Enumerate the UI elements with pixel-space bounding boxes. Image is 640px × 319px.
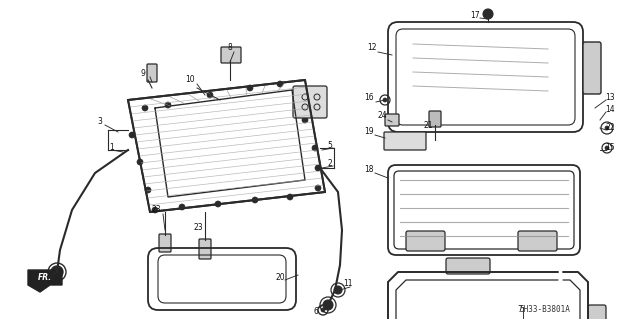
Circle shape <box>312 145 318 151</box>
Circle shape <box>152 207 158 213</box>
Text: 23: 23 <box>193 224 203 233</box>
Circle shape <box>215 201 221 207</box>
Text: 13: 13 <box>605 93 615 101</box>
Text: 23: 23 <box>151 205 161 214</box>
Text: 3: 3 <box>97 117 102 127</box>
Circle shape <box>315 165 321 171</box>
Text: 5H33-B3801A: 5H33-B3801A <box>520 306 570 315</box>
Text: 10: 10 <box>185 76 195 85</box>
Text: 9: 9 <box>141 69 145 78</box>
Circle shape <box>179 204 185 210</box>
Text: 14: 14 <box>605 105 615 114</box>
Text: 2: 2 <box>328 159 332 167</box>
Circle shape <box>277 81 283 87</box>
Text: 20: 20 <box>275 273 285 283</box>
FancyBboxPatch shape <box>293 86 327 118</box>
Circle shape <box>137 159 143 165</box>
Text: 8: 8 <box>228 43 232 53</box>
FancyBboxPatch shape <box>429 111 441 127</box>
FancyBboxPatch shape <box>588 305 606 319</box>
Text: 5: 5 <box>328 140 332 150</box>
Circle shape <box>334 286 342 294</box>
FancyBboxPatch shape <box>199 239 211 259</box>
Text: 17: 17 <box>470 11 480 19</box>
Circle shape <box>145 187 151 193</box>
FancyBboxPatch shape <box>159 234 171 252</box>
Text: 16: 16 <box>364 93 374 102</box>
FancyBboxPatch shape <box>385 114 399 126</box>
Text: 1: 1 <box>109 143 115 152</box>
Text: 6: 6 <box>314 308 319 316</box>
Circle shape <box>321 308 325 312</box>
FancyBboxPatch shape <box>147 64 157 82</box>
Text: FR.: FR. <box>38 273 52 283</box>
Text: 4: 4 <box>40 272 44 281</box>
Circle shape <box>165 102 171 108</box>
Text: 19: 19 <box>364 128 374 137</box>
Text: 11: 11 <box>343 279 353 288</box>
Circle shape <box>605 126 609 130</box>
Polygon shape <box>28 270 62 292</box>
FancyBboxPatch shape <box>406 231 445 251</box>
Circle shape <box>247 85 253 91</box>
Circle shape <box>302 117 308 123</box>
Circle shape <box>207 92 213 98</box>
Circle shape <box>383 98 387 102</box>
Text: 21: 21 <box>423 122 433 130</box>
Text: 18: 18 <box>364 166 374 174</box>
Circle shape <box>129 132 135 138</box>
Text: 15: 15 <box>605 143 615 152</box>
FancyBboxPatch shape <box>518 231 557 251</box>
Circle shape <box>605 146 609 150</box>
Text: 24: 24 <box>377 112 387 121</box>
Circle shape <box>315 185 321 191</box>
Circle shape <box>142 105 148 111</box>
FancyBboxPatch shape <box>384 132 426 150</box>
Circle shape <box>51 266 63 278</box>
FancyBboxPatch shape <box>446 258 490 274</box>
Circle shape <box>252 197 258 203</box>
Text: 12: 12 <box>367 43 377 53</box>
Circle shape <box>323 300 333 310</box>
Text: 22: 22 <box>605 122 615 131</box>
FancyBboxPatch shape <box>221 47 241 63</box>
Circle shape <box>483 9 493 19</box>
Text: 7: 7 <box>518 306 522 315</box>
FancyBboxPatch shape <box>583 42 601 94</box>
Circle shape <box>287 194 293 200</box>
